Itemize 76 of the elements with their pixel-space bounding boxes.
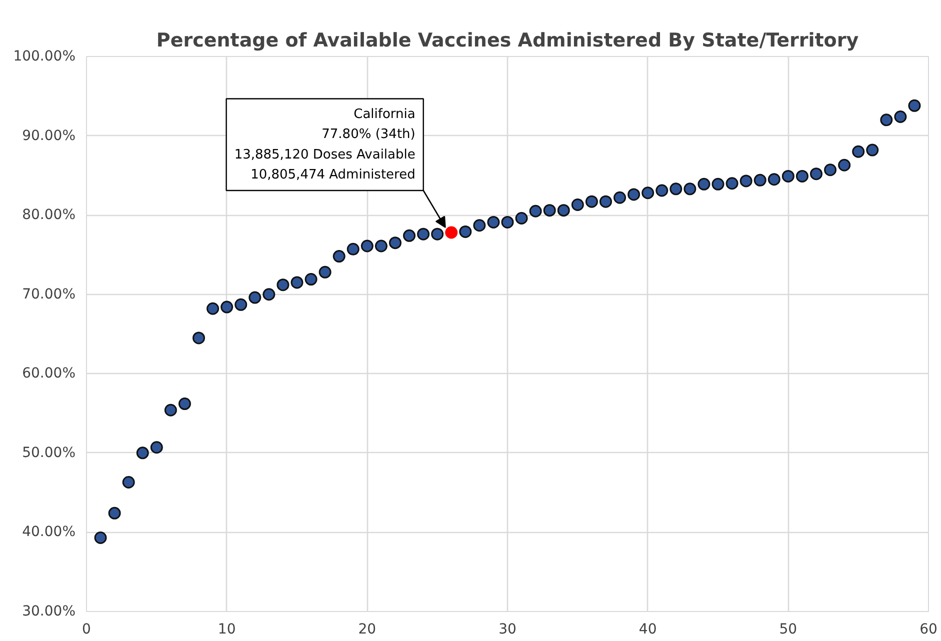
y-tick-label: 50.00% <box>22 444 76 461</box>
point <box>220 300 234 314</box>
point <box>122 476 135 489</box>
point <box>473 219 486 232</box>
point <box>614 191 626 204</box>
point <box>726 177 738 190</box>
point <box>740 174 752 188</box>
point <box>374 240 388 252</box>
point <box>712 178 724 190</box>
point <box>571 198 584 212</box>
point <box>178 398 191 410</box>
point <box>880 114 893 126</box>
point <box>431 228 444 240</box>
y-tick-label: 80.00% <box>22 207 76 224</box>
point <box>459 225 472 238</box>
point <box>698 178 710 190</box>
point <box>332 250 346 263</box>
point <box>529 204 542 218</box>
point <box>108 506 121 520</box>
point <box>628 188 640 201</box>
point <box>136 446 149 460</box>
point <box>403 229 416 242</box>
point <box>852 145 865 158</box>
y-tick-label: 100.00% <box>13 48 76 64</box>
x-tick-label: 0 <box>82 622 91 638</box>
point <box>543 204 556 217</box>
point <box>908 99 921 112</box>
x-tick-label: 30 <box>498 622 516 638</box>
y-tick-label: 60.00% <box>22 366 76 382</box>
point <box>164 404 177 416</box>
point <box>417 228 430 240</box>
y-tick-label: 70.00% <box>22 286 76 302</box>
point <box>642 186 654 200</box>
y-tick-label: 40.00% <box>22 524 76 540</box>
point <box>656 184 668 197</box>
point <box>824 164 837 176</box>
point <box>206 302 220 315</box>
point <box>866 144 879 156</box>
y-tick-label: 90.00% <box>22 128 76 144</box>
point <box>585 195 598 208</box>
point <box>346 242 360 256</box>
point <box>276 278 290 292</box>
point <box>782 170 794 182</box>
point <box>515 212 528 224</box>
point <box>318 266 332 278</box>
point <box>768 173 780 186</box>
point <box>487 216 500 228</box>
point <box>838 158 851 172</box>
point <box>304 273 318 286</box>
point <box>94 532 107 544</box>
point <box>894 110 907 123</box>
point <box>388 236 402 250</box>
point <box>754 174 766 186</box>
point <box>262 288 276 301</box>
x-tick-label: 40 <box>638 622 657 638</box>
point <box>796 170 808 182</box>
x-tick-label: 50 <box>779 622 798 638</box>
point <box>501 216 514 228</box>
point <box>360 240 374 252</box>
x-tick-label: 60 <box>920 622 938 638</box>
annotation: California 77.80% (34th) 13,885,120 Doses Available 10,805,474 Administered <box>234 106 416 183</box>
point <box>248 291 262 304</box>
point <box>557 204 570 217</box>
point <box>234 298 248 311</box>
x-tick-label: 20 <box>358 622 376 638</box>
chart-title: Percentage of Available Vaccines Administered By State/Territory <box>156 30 860 52</box>
point <box>599 195 612 208</box>
x-tick-label: 10 <box>218 622 236 638</box>
point <box>810 168 822 180</box>
point <box>445 226 458 239</box>
point <box>670 182 682 196</box>
point <box>192 332 206 344</box>
point <box>684 182 696 196</box>
y-tick-label: 30.00% <box>22 604 76 620</box>
point <box>290 276 304 289</box>
point <box>150 441 163 454</box>
